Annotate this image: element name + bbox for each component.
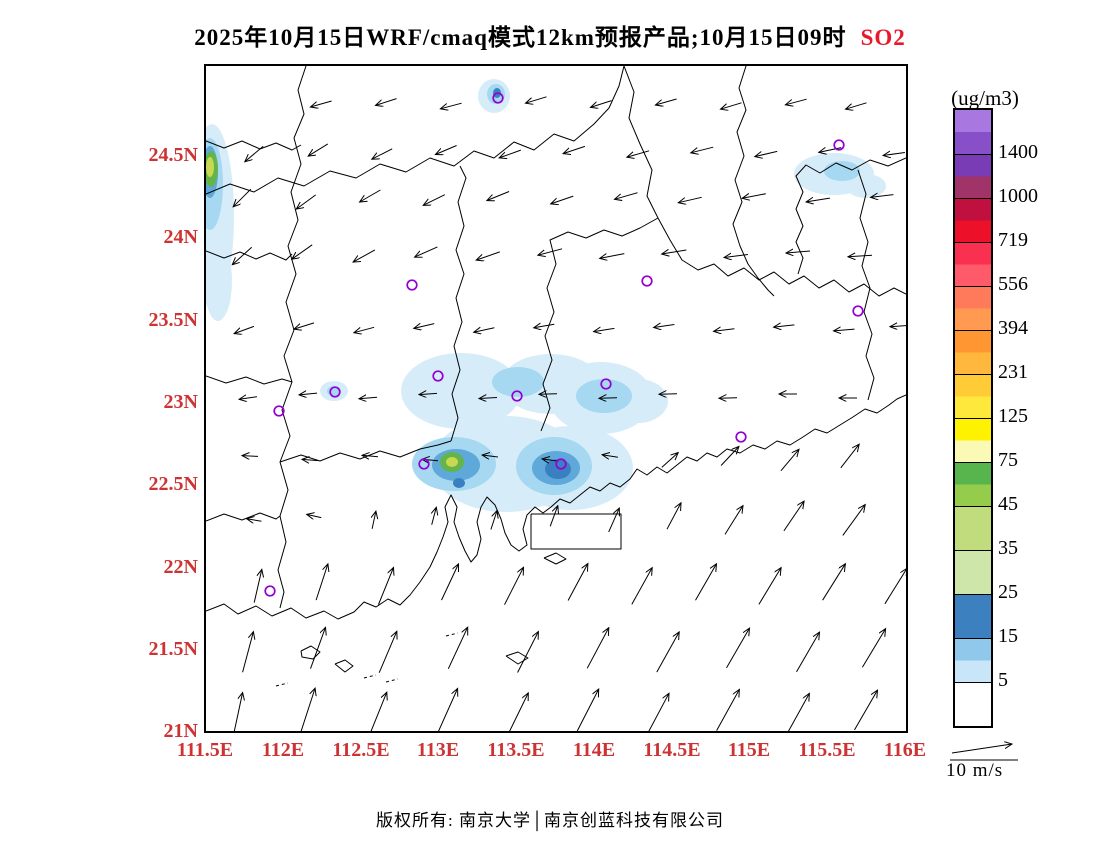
colorbar-tick-label: 394 xyxy=(998,317,1028,339)
colorbar-tick-label: 45 xyxy=(998,493,1018,515)
colorbar-tick-label: 231 xyxy=(998,361,1028,383)
lon-tick-label: 113E xyxy=(416,739,460,761)
colorbar-tick-label: 719 xyxy=(998,229,1028,251)
lon-tick-label: 112.5E xyxy=(332,739,390,761)
colorbar-segment xyxy=(955,418,991,462)
wind-reference-arrow xyxy=(950,734,1018,761)
wind-vector-arrows xyxy=(232,96,906,731)
station-circle-marker xyxy=(492,92,504,104)
station-circle-marker xyxy=(273,405,285,417)
station-markers xyxy=(264,92,864,597)
lon-tick-label: 114E xyxy=(572,739,616,761)
colorbar-tick-label: 556 xyxy=(998,273,1028,295)
map-plot xyxy=(204,64,908,733)
lat-tick-label: 23.5N xyxy=(148,309,198,331)
lon-tick-label: 115E xyxy=(727,739,771,761)
lon-tick-label: 111.5E xyxy=(176,739,234,761)
station-circle-marker xyxy=(555,458,567,470)
colorbar-segment xyxy=(955,154,991,198)
title-main: 2025年10月15日WRF/cmaq模式12km预报产品;10月15日09时 xyxy=(194,25,847,50)
colorbar-segment xyxy=(955,286,991,330)
colorbar-segment xyxy=(955,110,991,154)
colorbar-tick-label: 35 xyxy=(998,537,1018,559)
lat-tick-label: 22.5N xyxy=(148,473,198,495)
station-circle-marker xyxy=(735,431,747,443)
colorbar-segment xyxy=(955,506,991,550)
colorbar-segment xyxy=(955,462,991,506)
coastline-province-boundaries xyxy=(206,66,906,687)
lon-tick-label: 114.5E xyxy=(643,739,701,761)
station-circle-marker xyxy=(432,370,444,382)
colorbar-segment xyxy=(955,242,991,286)
colorbar-tick-label: 25 xyxy=(998,581,1018,603)
copyright-footer: 版权所有: 南京大学│南京创蓝科技有限公司 xyxy=(375,811,725,830)
lat-tick-label: 24.5N xyxy=(148,144,198,166)
lat-tick-label: 21N xyxy=(163,720,198,742)
colorbar-segment xyxy=(955,374,991,418)
species-label: SO2 xyxy=(860,25,906,50)
station-circle-marker xyxy=(511,390,523,402)
colorbar-segment xyxy=(955,682,991,726)
colorbar xyxy=(953,108,993,728)
station-circle-marker xyxy=(833,139,845,151)
colorbar-segment xyxy=(955,198,991,242)
colorbar-tick-label: 1000 xyxy=(998,185,1038,207)
colorbar-tick-label: 1400 xyxy=(998,141,1038,163)
lon-tick-label: 115.5E xyxy=(798,739,856,761)
colorbar-tick-label: 15 xyxy=(998,625,1018,647)
station-circle-marker xyxy=(600,378,612,390)
station-circle-marker xyxy=(852,305,864,317)
wind-reference-label: 10 m/s xyxy=(946,760,1004,781)
station-circle-marker xyxy=(329,386,341,398)
colorbar-tick-label: 5 xyxy=(998,669,1008,691)
colorbar-segment xyxy=(955,638,991,682)
station-circle-marker xyxy=(418,458,430,470)
lon-tick-label: 116E xyxy=(883,739,927,761)
colorbar-unit-label: (ug/m3) xyxy=(951,86,1019,110)
colorbar-segment xyxy=(955,330,991,374)
colorbar-tick-label: 75 xyxy=(998,449,1018,471)
lat-tick-label: 21.5N xyxy=(148,638,198,660)
so2-concentration-patches xyxy=(206,79,886,512)
station-circle-marker xyxy=(406,279,418,291)
colorbar-segment xyxy=(955,550,991,594)
lat-tick-label: 24N xyxy=(163,226,198,248)
lon-tick-label: 113.5E xyxy=(487,739,545,761)
colorbar-segment xyxy=(955,594,991,638)
lat-tick-label: 23N xyxy=(163,391,198,413)
lat-tick-label: 22N xyxy=(163,556,198,578)
lon-tick-label: 112E xyxy=(261,739,305,761)
figure-title: 2025年10月15日WRF/cmaq模式12km预报产品;10月15日09时 S… xyxy=(0,18,1100,52)
station-circle-marker xyxy=(641,275,653,287)
colorbar-tick-label: 125 xyxy=(998,405,1028,427)
map-canvas xyxy=(206,66,906,731)
station-circle-marker xyxy=(264,585,276,597)
